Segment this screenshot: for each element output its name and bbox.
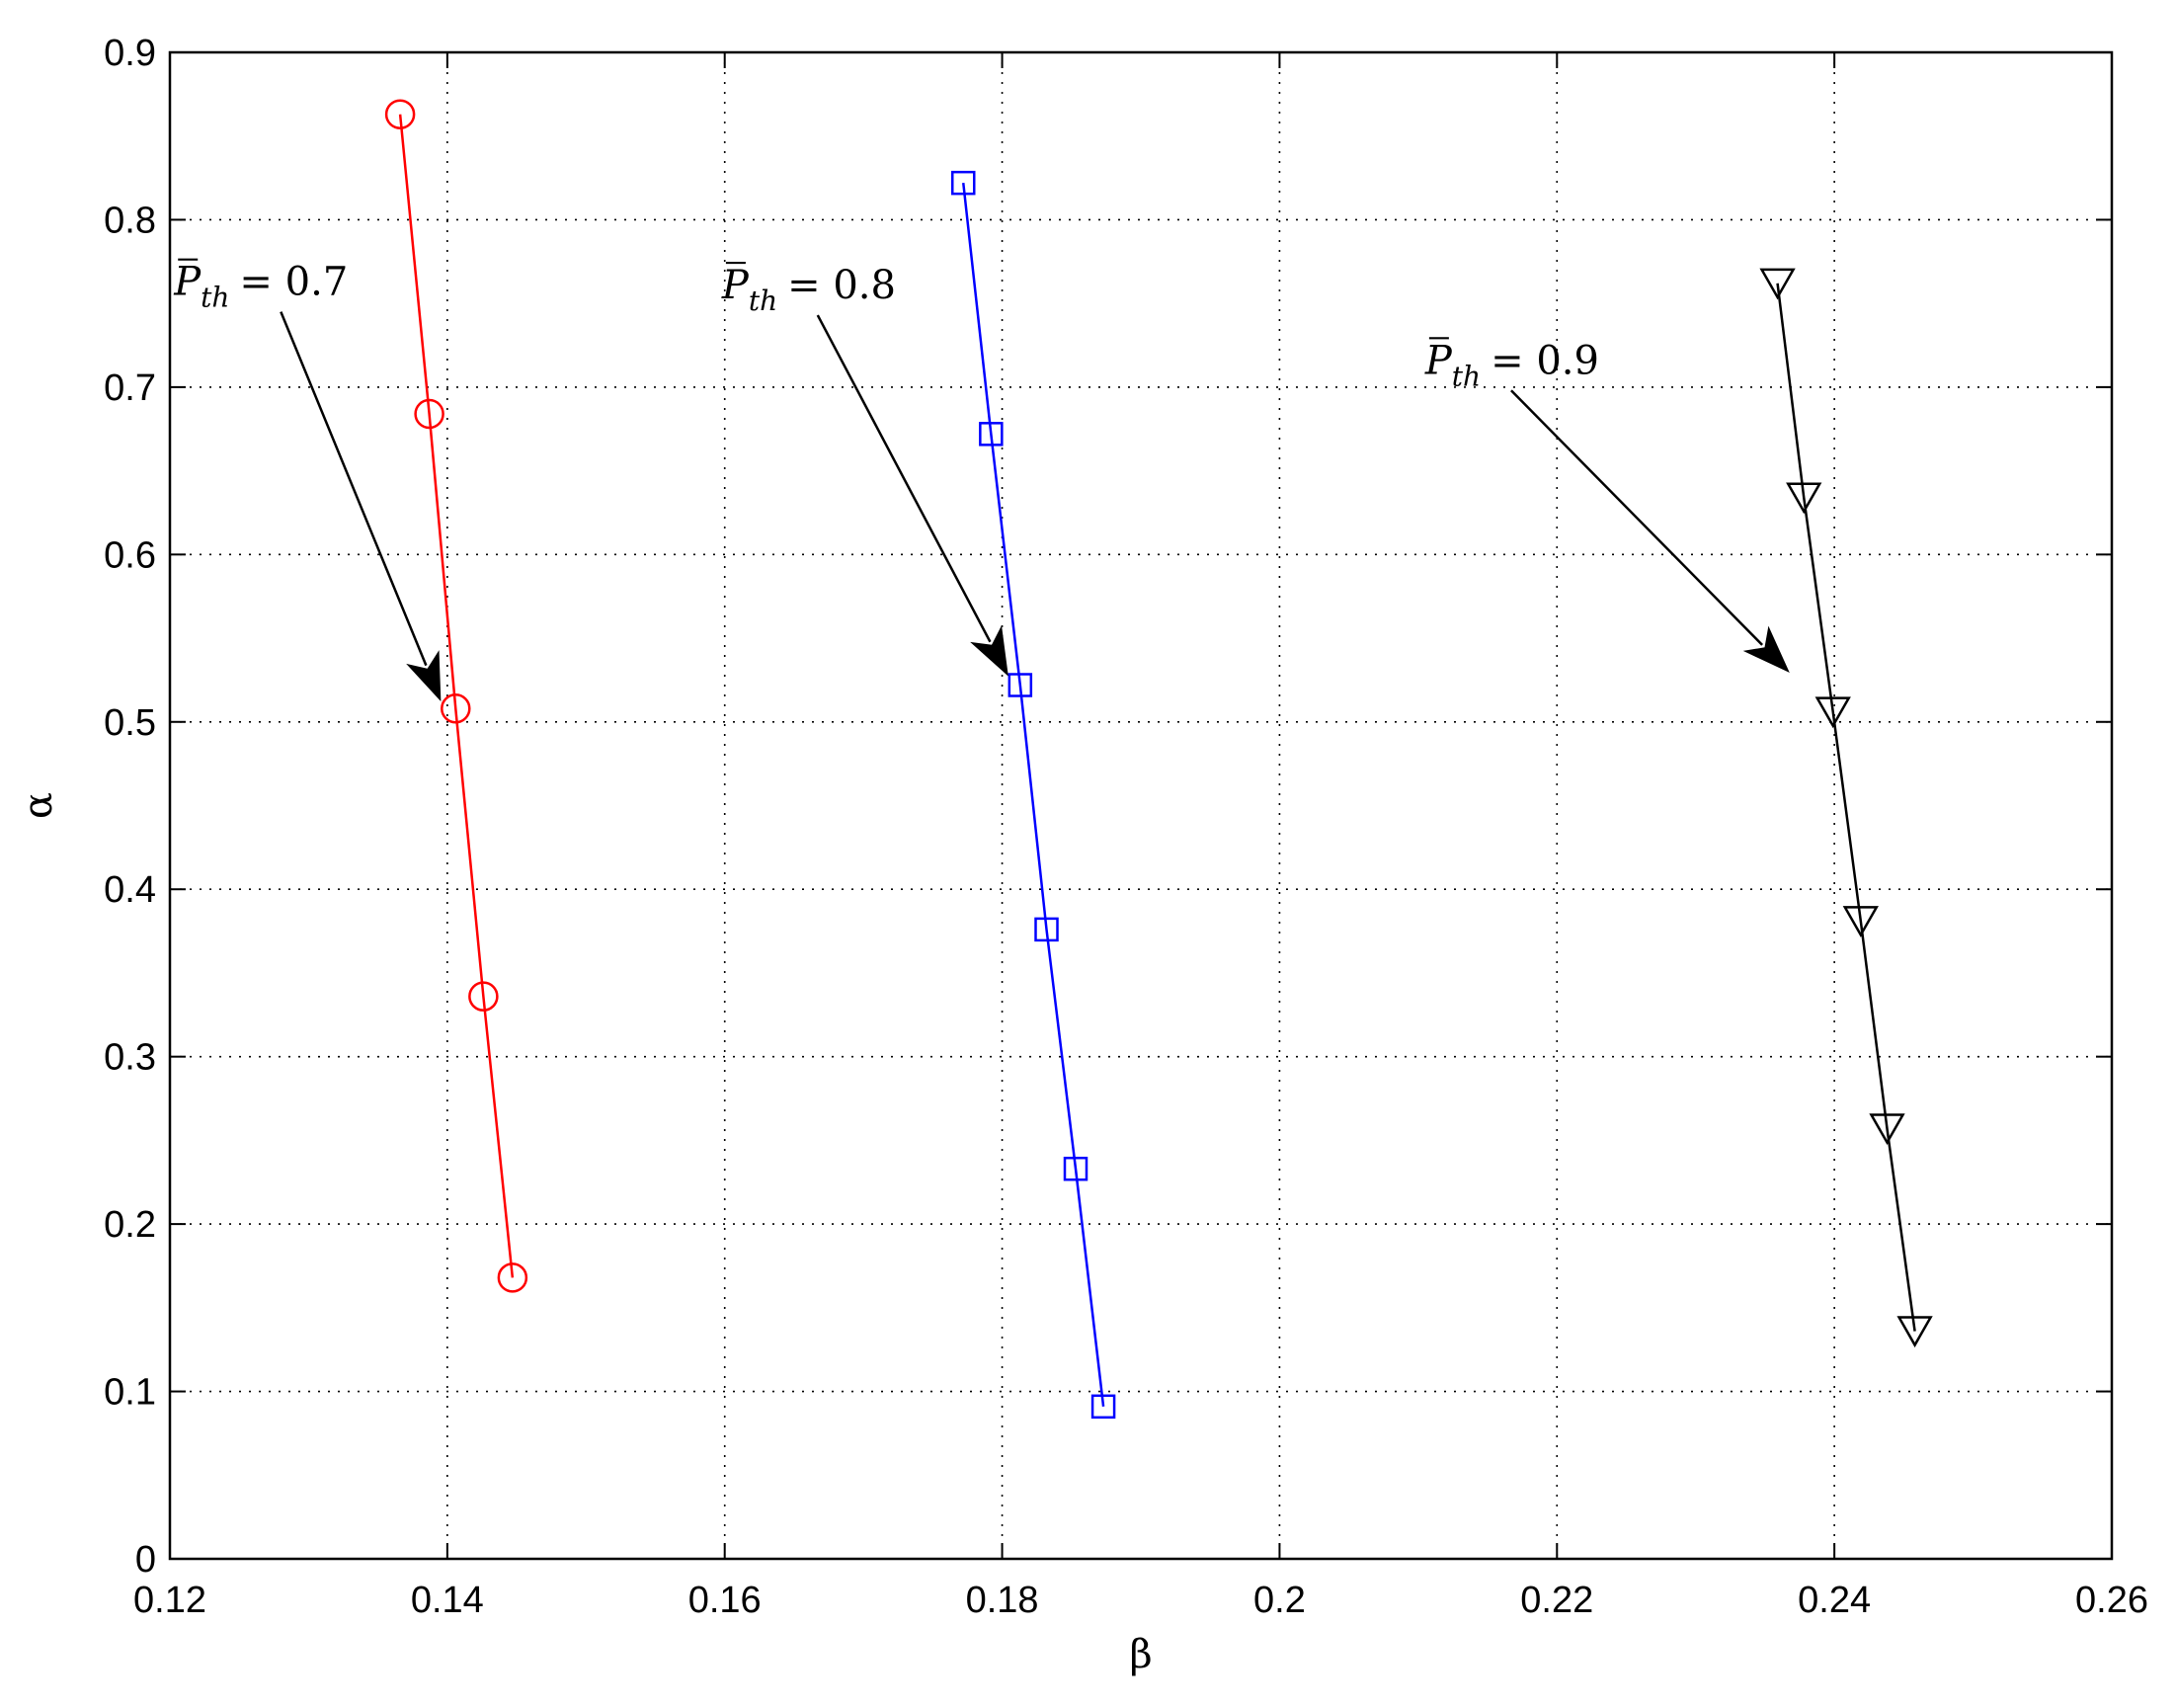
x-tick-label: 0.2: [1253, 1580, 1306, 1621]
data-point: [384, 99, 416, 129]
annotation-label: Pth = 0.9: [1424, 338, 1599, 392]
x-tick-label: 0.18: [966, 1580, 1039, 1621]
x-tick-label: 0.26: [2075, 1580, 2148, 1621]
annotation-1: Pth = 0.7: [173, 258, 442, 702]
plot-frame: [168, 50, 2114, 1561]
series-line: [398, 114, 515, 1278]
series-1: [384, 99, 528, 1293]
data-point: [1007, 673, 1033, 697]
y-tick-label: 0.9: [104, 33, 156, 74]
annotation-arrow-shaft: [816, 314, 992, 643]
y-tick-label: 0.6: [104, 534, 156, 576]
y-axis-label: α: [16, 792, 61, 819]
annotation-label: Pth = 0.7: [173, 260, 348, 314]
annotation-arrow-head: [1742, 625, 1790, 673]
annotations: Pth = 0.7 Pth = 0.8 Pth = 0.9: [173, 258, 1790, 702]
data-point: [1034, 917, 1059, 942]
data-point: [1090, 1394, 1116, 1420]
annotation-arrow-head: [406, 650, 442, 702]
series-line: [1776, 283, 1916, 1332]
data-point: [1786, 482, 1822, 515]
y-tick-label: 0.1: [104, 1372, 156, 1414]
annotation-arrow-head: [970, 625, 1008, 677]
x-tick-label: 0.12: [133, 1580, 206, 1621]
y-tick-label: 0.8: [104, 200, 156, 241]
x-tick-label: 0.22: [1520, 1580, 1593, 1621]
y-tick-label: 0.5: [104, 702, 156, 744]
x-tick-label: 0.16: [688, 1580, 762, 1621]
axis-ticks: [169, 51, 2113, 1560]
y-tick-label: 0: [135, 1539, 156, 1581]
series-2: [951, 170, 1116, 1420]
y-tick-labels: 0 0.1 0.2 0.3 0.4 0.5 0.6 0.7 0.8 0.9: [104, 33, 156, 1581]
data-point: [1869, 1113, 1905, 1146]
annotation-arrow-shaft: [280, 311, 428, 667]
x-axis-label: β: [1129, 1632, 1152, 1677]
series-3: [1759, 268, 1933, 1348]
x-tick-label: 0.24: [1798, 1580, 1871, 1621]
series-line: [962, 183, 1105, 1407]
annotation-2: Pth = 0.8: [721, 261, 1008, 677]
data-point: [1759, 268, 1796, 300]
data-point: [1814, 696, 1851, 729]
data-point: [1896, 1316, 1933, 1348]
series: [384, 99, 1933, 1420]
data-point: [441, 692, 471, 724]
y-tick-label: 0.2: [104, 1204, 156, 1246]
data-point: [979, 422, 1004, 447]
y-tick-label: 0.7: [104, 367, 156, 409]
data-point: [497, 1262, 528, 1293]
annotation-3: Pth = 0.9: [1424, 337, 1790, 673]
data-point: [951, 170, 976, 196]
x-tick-labels: 0.12 0.14 0.16 0.18 0.2 0.22 0.24 0.26: [133, 1580, 2148, 1621]
data-point: [1063, 1156, 1088, 1181]
annotation-label: Pth = 0.8: [721, 263, 896, 317]
data-point: [414, 398, 444, 430]
data-point: [1842, 906, 1879, 937]
x-tick-label: 0.14: [411, 1580, 484, 1621]
y-tick-label: 0.3: [104, 1037, 156, 1079]
y-tick-label: 0.4: [104, 869, 156, 911]
annotation-arrow-shaft: [1510, 389, 1764, 646]
data-point: [468, 981, 499, 1012]
grid-lines: [170, 52, 2112, 1559]
